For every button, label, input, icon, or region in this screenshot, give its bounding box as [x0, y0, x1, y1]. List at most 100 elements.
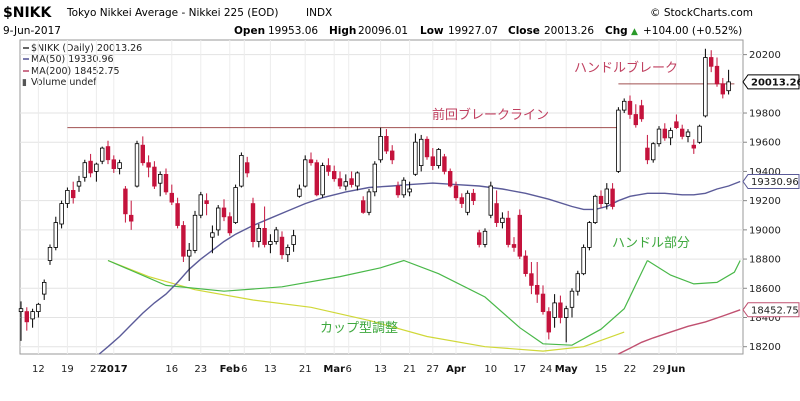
candle: [546, 307, 551, 340]
candle-body: [76, 181, 82, 187]
candle-body: [291, 235, 296, 245]
x-tick-label: 15: [595, 364, 608, 375]
candle-body: [471, 192, 476, 202]
candle-body: [407, 188, 412, 193]
badge-shape: [742, 74, 800, 90]
candle-body: [343, 181, 348, 187]
candle-body: [210, 232, 215, 238]
candle-body: [42, 281, 47, 295]
candle-body: [552, 302, 557, 318]
close-value: 20013.26: [544, 25, 594, 37]
y-tick-label: 18800: [749, 255, 781, 266]
candle: [355, 171, 360, 191]
candle: [308, 152, 314, 166]
candle-body: [523, 255, 528, 275]
candle: [76, 175, 82, 192]
badge-shape: [742, 174, 800, 190]
candle-body: [378, 135, 383, 161]
candle: [685, 129, 691, 143]
candle: [633, 104, 638, 128]
candle: [691, 139, 696, 154]
high-value: 20096.01: [358, 25, 408, 37]
candle: [517, 209, 522, 260]
candle: [285, 244, 290, 262]
candle-body: [494, 203, 499, 224]
x-tick-label: 27: [426, 364, 439, 375]
candle: [564, 305, 569, 343]
handle-break-label: ハンドルブレーク: [574, 60, 678, 76]
x-tick-label: 19: [61, 364, 74, 375]
candle: [128, 200, 134, 230]
candle: [337, 171, 343, 189]
candle: [610, 183, 615, 210]
candle: [42, 279, 47, 300]
candle-body: [152, 166, 157, 187]
candle: [146, 155, 151, 178]
legend-ma200: MA(200) 18452.75: [31, 66, 120, 77]
x-tick-label: 16: [165, 364, 178, 375]
chart-date: 9-Jun-2017: [3, 25, 61, 37]
x-tick-label: 22: [624, 364, 637, 375]
candle-body: [320, 165, 325, 196]
candle: [244, 156, 250, 178]
candle-body: [302, 159, 308, 187]
cup-annotation: [107, 259, 741, 352]
candle-body: [500, 217, 505, 223]
candle-body: [633, 114, 638, 126]
candle-body: [256, 227, 261, 242]
badge-label: 20013.26: [751, 77, 800, 88]
candle-body: [430, 156, 435, 167]
candle-body: [668, 130, 673, 139]
volume-icon: ▮: [22, 78, 27, 88]
candle-body: [476, 232, 482, 245]
candle: [18, 301, 24, 341]
candle-body: [233, 187, 238, 223]
candle: [239, 152, 244, 188]
candle-body: [453, 185, 459, 199]
candle-body: [100, 147, 105, 162]
candle-body: [442, 156, 447, 172]
candle: [227, 212, 232, 236]
candle-body: [645, 147, 650, 161]
candle: [662, 123, 667, 141]
candle-body: [215, 207, 221, 231]
x-tick-label: 2017: [100, 364, 128, 375]
cup-adjust-label: カップ型調整: [320, 321, 398, 336]
candle-body: [355, 172, 360, 187]
candle-body: [720, 83, 725, 95]
candle-body: [703, 57, 708, 117]
candle: [442, 153, 447, 175]
candle: [291, 229, 296, 252]
badge-shape: [742, 302, 800, 318]
candle-body: [59, 203, 64, 225]
candle-body: [546, 311, 551, 333]
x-tick-label: 13: [374, 364, 387, 375]
low-label: Low: [420, 25, 444, 37]
index-name: Tokyo Nikkei Average - Nikkei 225 (EOD): [66, 7, 278, 19]
candle-body: [540, 293, 546, 313]
y-value-badge: 20013.26: [742, 74, 800, 90]
candle: [616, 107, 621, 173]
candle-body: [360, 200, 366, 213]
x-tick-label: 12: [32, 364, 45, 375]
candle-body: [239, 154, 244, 187]
candle-body: [163, 173, 169, 193]
candle-body: [610, 188, 615, 207]
candle: [343, 174, 348, 191]
candle: [697, 124, 702, 144]
candle: [535, 261, 540, 303]
candle: [523, 250, 528, 277]
candle-body: [685, 131, 691, 137]
candle-body: [395, 185, 401, 196]
candle: [30, 308, 35, 328]
candle: [65, 187, 70, 208]
candle: [221, 199, 227, 222]
candle: [680, 124, 685, 140]
candle: [314, 159, 319, 197]
x-tick-label: 21: [403, 364, 416, 375]
candle: [198, 191, 203, 219]
badge-label: 19330.96: [751, 177, 799, 188]
candle: [366, 188, 372, 216]
candle: [111, 155, 116, 173]
